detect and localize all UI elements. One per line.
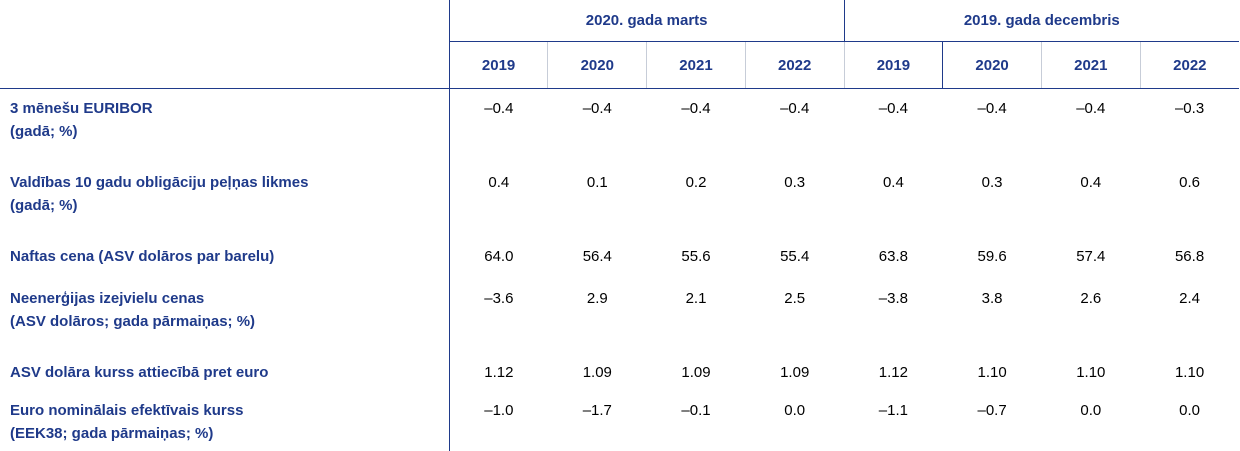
year-header: 2020 (942, 41, 1042, 89)
table-cell: 2.6 (1080, 290, 1102, 307)
row-label-unit: (EEK38; gada pārmaiņas; %) (10, 425, 214, 442)
table-cell: 1.12 (878, 364, 908, 381)
table-cell: 0.0 (1179, 402, 1200, 419)
table-cell: 1.12 (448, 353, 548, 395)
table-cell: 0.0 (784, 402, 806, 419)
table-cell: 0.1 (586, 174, 608, 191)
table-cell: 56.4 (582, 248, 612, 265)
table-cell: 3.8 (981, 290, 1003, 307)
table-cell: –0.7 (977, 402, 1007, 419)
row-label-main: Neenerģijas izejvielu cenas (10, 290, 205, 307)
table-cell: 0.6 (1179, 174, 1200, 191)
table-row: Naftas cena (ASV dolāros par barelu) 64.… (0, 237, 1239, 279)
table-row: ASV dolāra kurss attiecībā pret euro 1.1… (0, 353, 1239, 395)
row-label-main: Valdības 10 gadu obligāciju peļņas likme… (10, 174, 309, 191)
row-label: Naftas cena (ASV dolāros par barelu) (0, 237, 449, 279)
table-cell: –0.4 (582, 100, 612, 117)
table-cell: 0.2 (685, 174, 707, 191)
table-cell: 1.10 (1174, 364, 1205, 381)
row-label-unit: (gadā; %) (10, 197, 78, 214)
table-cell: –0.4 (448, 88, 548, 163)
row-label-unit: (gadā; %) (10, 123, 78, 140)
row-label: ASV dolāra kurss attiecībā pret euro (0, 353, 449, 395)
year-header: 2020 (547, 41, 647, 89)
table-cell: 0.0 (1080, 402, 1102, 419)
table-cell: 1.09 (780, 364, 810, 381)
row-label-unit: (ASV dolāros; gada pārmaiņas; %) (10, 313, 256, 330)
table-cell: 1.09 (582, 364, 612, 381)
table-cell: 56.8 (1174, 248, 1205, 265)
corner-cell (0, 41, 450, 89)
table-cell: –0.3 (1174, 100, 1205, 117)
table-row: 3 mēnešu EURIBOR (gadā; %) –0.4 –0.4 –0.4… (0, 88, 1239, 164)
table-cell: 1.09 (681, 364, 711, 381)
year-header: 2022 (744, 41, 845, 89)
table-cell: 0.3 (981, 174, 1003, 191)
table-cell: 2.4 (1179, 290, 1200, 307)
table-cell: 59.6 (977, 248, 1007, 265)
table-cell: –3.6 (448, 279, 548, 353)
table-cell: –1.0 (448, 395, 548, 451)
table-cell: 1.10 (977, 364, 1007, 381)
table-cell: –0.4 (780, 100, 810, 117)
year-header-row: 2019 2020 2021 2022 2019 2020 2021 2022 (0, 41, 1239, 89)
row-label: Euro nominālais efektīvais kurss (EEK38; … (0, 395, 449, 451)
table-cell: 0.4 (1080, 174, 1102, 191)
group-header-row: 2020. gada marts 2019. gada decembris (0, 0, 1239, 42)
row-label-main: Naftas cena (ASV dolāros par barelu) (10, 248, 275, 265)
row-label: Valdības 10 gadu obligāciju peļņas likme… (0, 163, 449, 237)
table-cell: 63.8 (878, 248, 908, 265)
table-cell: –0.4 (977, 100, 1007, 117)
table-row: Neenerģijas izejvielu cenas (ASV dolāros;… (0, 279, 1239, 353)
table-cell: 55.6 (681, 248, 711, 265)
table-cell: –1.1 (878, 402, 908, 419)
table-cell: 2.1 (685, 290, 707, 307)
table-cell: –0.4 (681, 100, 711, 117)
table-cell: 0.4 (882, 174, 904, 191)
table-cell: 64.0 (448, 237, 548, 279)
row-label: 3 mēnešu EURIBOR (gadā; %) (0, 89, 449, 164)
table-cell: –0.4 (1076, 100, 1106, 117)
row-label: Neenerģijas izejvielu cenas (ASV dolāros;… (0, 279, 449, 353)
row-label-main: Euro nominālais efektīvais kurss (10, 402, 244, 419)
table-row: Euro nominālais efektīvais kurss (EEK38; … (0, 395, 1239, 451)
table-row: Valdības 10 gadu obligāciju peļņas likme… (0, 163, 1239, 237)
year-header: 2021 (646, 41, 746, 89)
table-cell: –0.4 (878, 100, 908, 117)
table-cell: –0.1 (681, 402, 711, 419)
table-cell: 57.4 (1076, 248, 1106, 265)
group-header-march-2020: 2020. gada marts (448, 0, 845, 42)
year-header: 2022 (1139, 41, 1239, 89)
table-cell: 1.10 (1076, 364, 1106, 381)
year-header: 2019 (843, 41, 943, 89)
corner-cell (0, 0, 449, 42)
table-cell: 2.5 (784, 290, 806, 307)
row-label-main: ASV dolāra kurss attiecībā pret euro (10, 364, 269, 381)
group-header-december-2019: 2019. gada decembris (843, 0, 1239, 42)
table-cell: –3.8 (878, 290, 908, 307)
year-header: 2021 (1040, 41, 1141, 89)
table-cell: 0.3 (784, 174, 806, 191)
row-label-main: 3 mēnešu EURIBOR (10, 100, 153, 117)
year-header: 2019 (448, 41, 548, 89)
table-cell: 0.4 (448, 163, 548, 237)
table-cell: –1.7 (582, 402, 612, 419)
table-cell: 55.4 (780, 248, 810, 265)
table-cell: 2.9 (586, 290, 608, 307)
